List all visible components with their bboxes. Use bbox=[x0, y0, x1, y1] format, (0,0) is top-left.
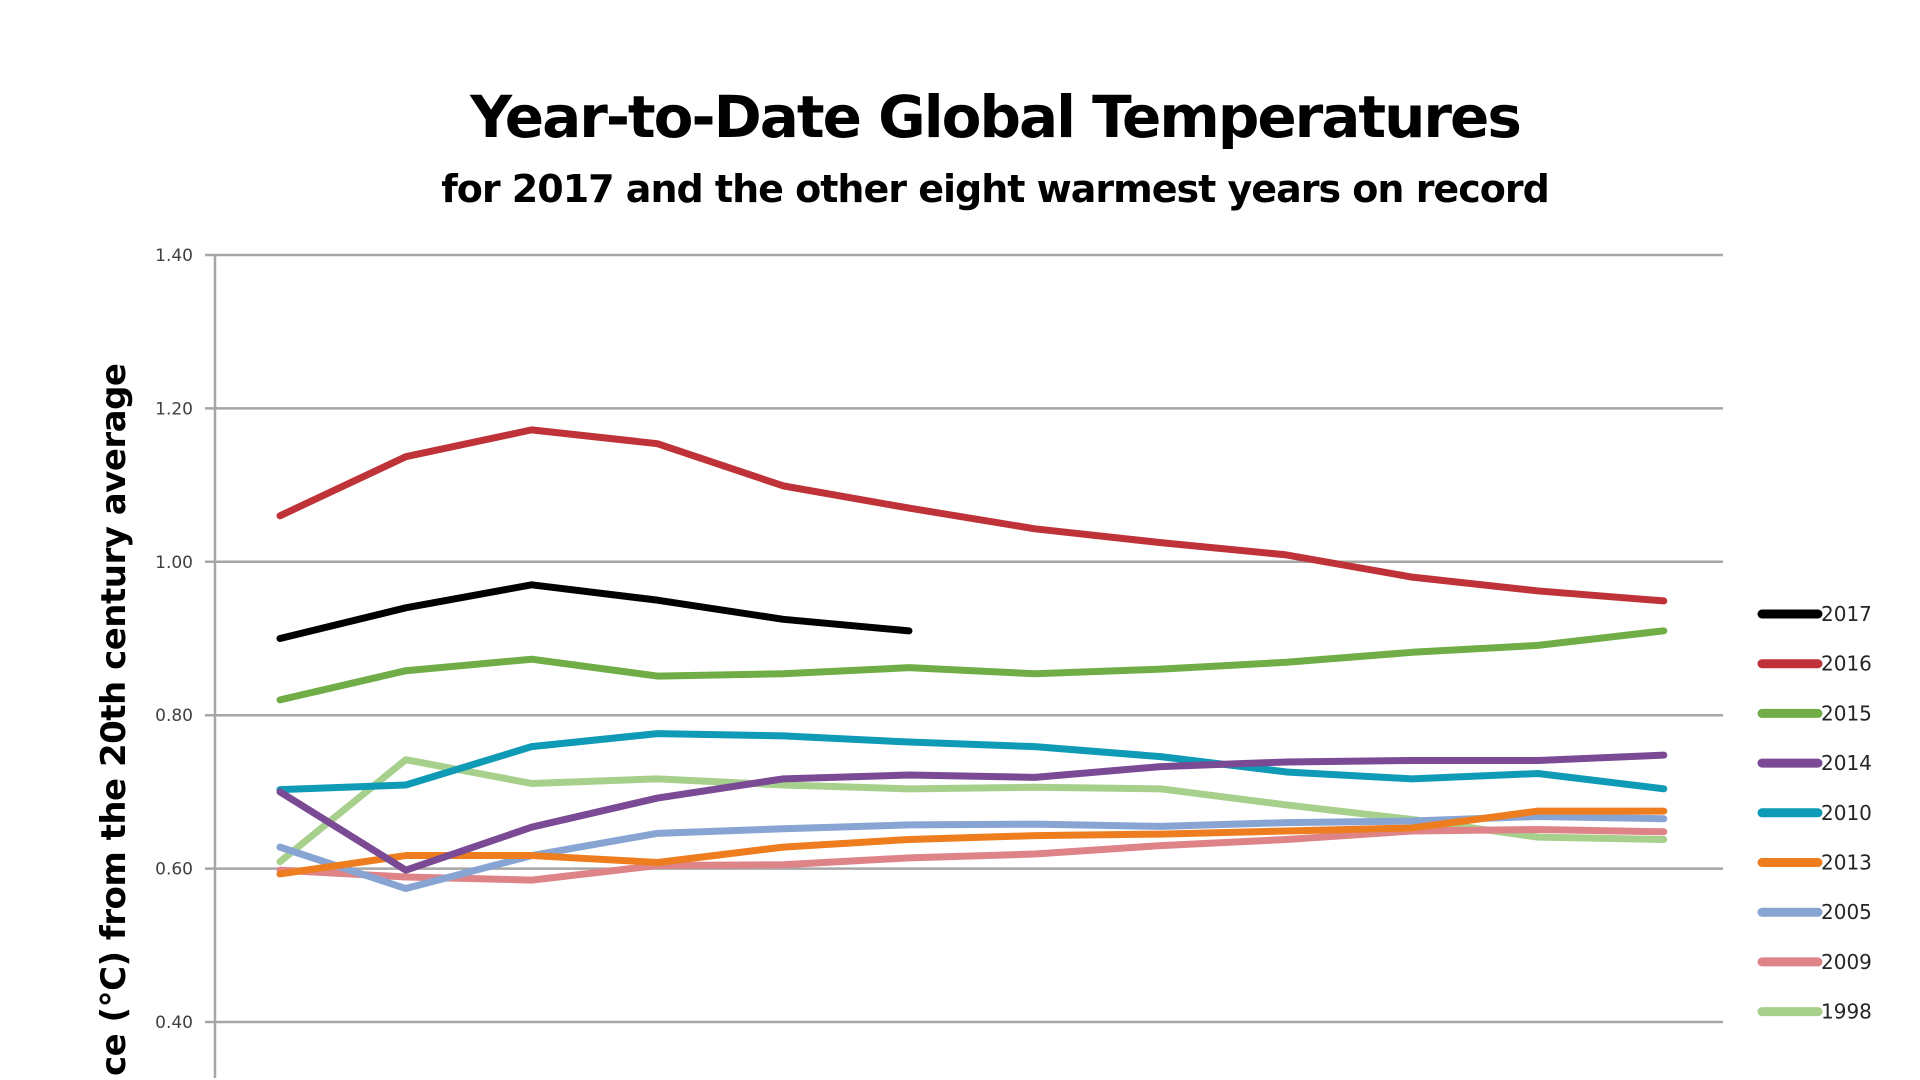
legend-item-2010: 2010 bbox=[1757, 801, 1872, 825]
series-line-2015 bbox=[276, 627, 1668, 704]
series-line-2013 bbox=[276, 807, 1668, 878]
y-tick-labels: 0.40 0.60 0.80 1.00 1.20 1.40 bbox=[155, 246, 193, 1033]
legend-item-2005: 2005 bbox=[1757, 900, 1872, 924]
series-line-2017 bbox=[276, 581, 913, 642]
legend-label: 2005 bbox=[1821, 900, 1872, 924]
y-tick-label: 0.40 bbox=[155, 1013, 193, 1033]
series-line-2016 bbox=[276, 426, 1668, 605]
legend-label: 2017 bbox=[1821, 602, 1872, 626]
legend-label: 1998 bbox=[1821, 1000, 1872, 1024]
legend-label: 2013 bbox=[1821, 851, 1872, 875]
legend-item-2016: 2016 bbox=[1757, 652, 1872, 676]
legend-label: 2009 bbox=[1821, 950, 1872, 974]
series-lines bbox=[276, 426, 1668, 893]
y-tick-label: 0.80 bbox=[155, 706, 193, 726]
legend-item-1998: 1998 bbox=[1757, 1000, 1872, 1024]
gridlines bbox=[205, 253, 1723, 1024]
y-tick-label: 1.40 bbox=[155, 246, 193, 266]
legend-label: 2016 bbox=[1821, 652, 1872, 676]
y-tick-label: 1.20 bbox=[155, 399, 193, 419]
legend-label: 2015 bbox=[1821, 701, 1872, 725]
legend-item-2017: 2017 bbox=[1757, 602, 1872, 626]
legend-label: 2014 bbox=[1821, 751, 1872, 775]
legend: 2017 2016 2015 2014 2010 2013 2005 2009 1998 bbox=[1757, 602, 1872, 1024]
series-line-2009 bbox=[276, 825, 1668, 884]
legend-item-2014: 2014 bbox=[1757, 751, 1872, 775]
chart-title: Year-to-Date Global Temperatures bbox=[470, 83, 1522, 151]
legend-item-2013: 2013 bbox=[1757, 851, 1872, 875]
legend-item-2009: 2009 bbox=[1757, 950, 1872, 974]
y-tick-label: 1.00 bbox=[155, 553, 193, 573]
series-line-2010 bbox=[276, 730, 1668, 794]
chart-subtitle: for 2017 and the other eight warmest yea… bbox=[441, 167, 1550, 211]
legend-item-2015: 2015 bbox=[1757, 701, 1872, 725]
legend-label: 2010 bbox=[1821, 801, 1872, 825]
series-line-2005 bbox=[276, 812, 1668, 893]
y-tick-label: 0.60 bbox=[155, 860, 193, 880]
series-line-2014 bbox=[276, 751, 1668, 874]
